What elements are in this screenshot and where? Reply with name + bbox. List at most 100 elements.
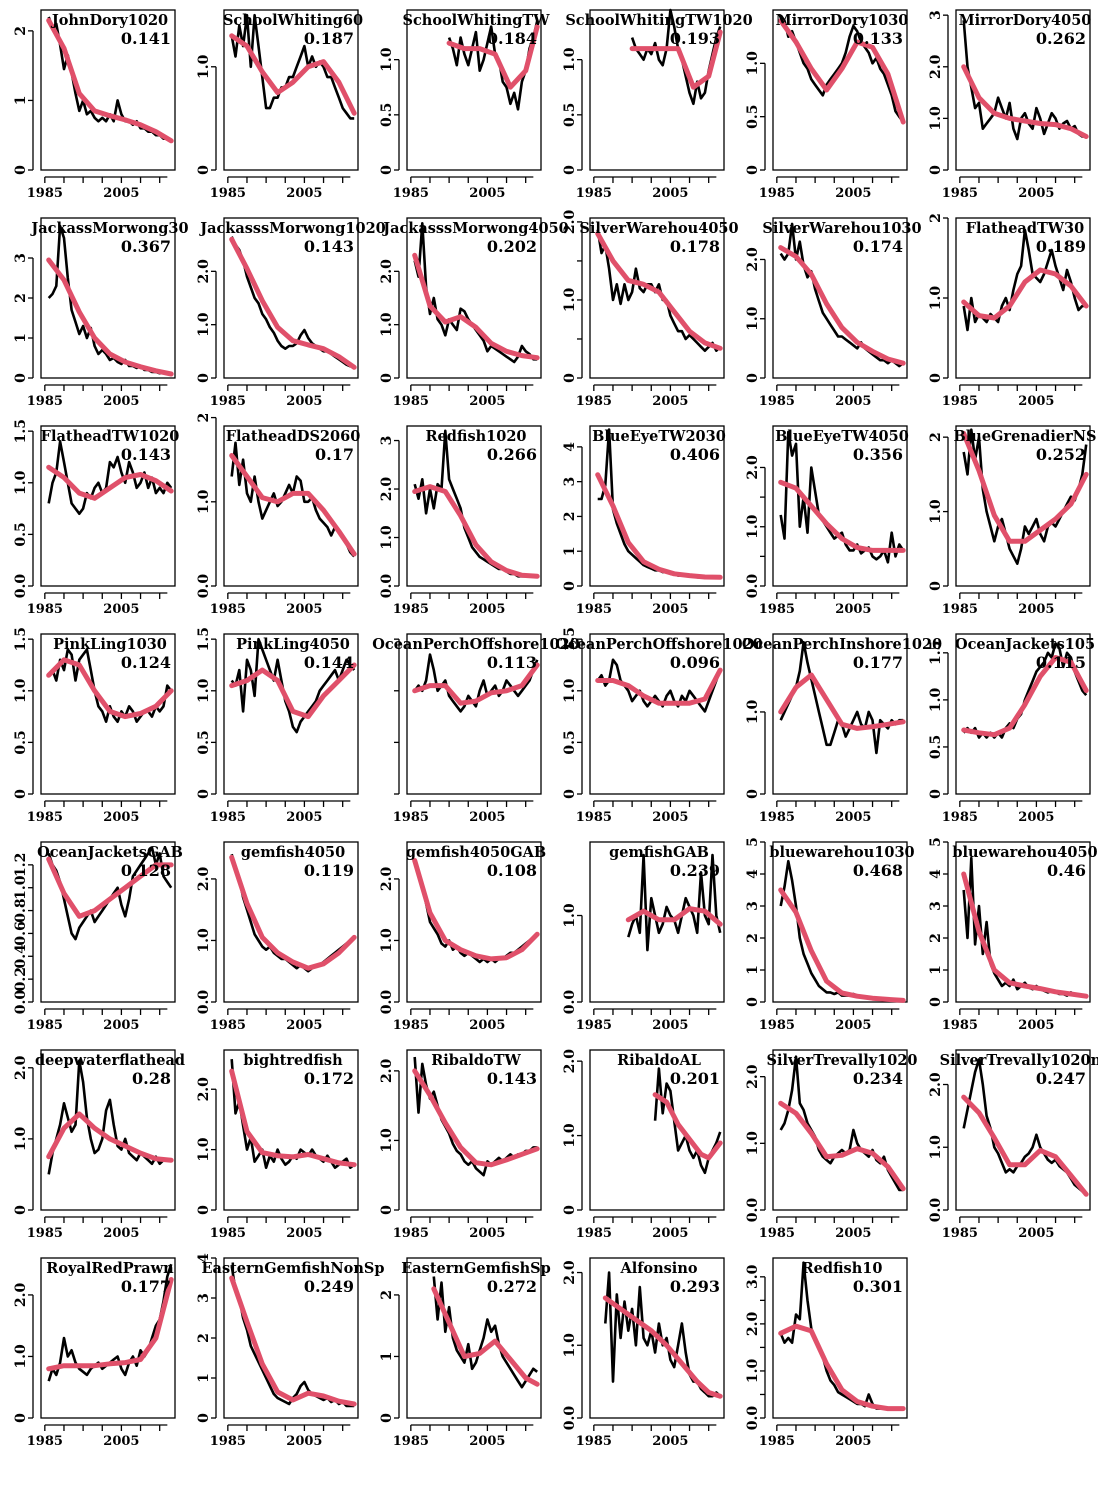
- panel-title: SchoolWhitingTW1020: [565, 12, 752, 29]
- plot-frame: [772, 9, 908, 171]
- x-tick-label: 1985: [210, 1226, 246, 1241]
- y-tick-label: 1.0: [928, 687, 944, 712]
- observed-index-line: [779, 14, 905, 123]
- panel-title: JohnDory1020: [50, 12, 168, 29]
- smoothed-trend-line: [229, 1275, 357, 1407]
- x-tick-label: 2005: [652, 1226, 688, 1241]
- plot-frame: [40, 9, 176, 171]
- panel-value: 0.293: [670, 1277, 720, 1296]
- x-tick-label: 2005: [469, 394, 505, 409]
- x-tick-label: 2005: [469, 810, 505, 825]
- plot-frame: [589, 633, 725, 795]
- y-tick-label: 0: [928, 581, 944, 591]
- y-tick-label: 0.0: [196, 990, 212, 1015]
- panel-title: gemfish4050: [241, 844, 345, 861]
- plot-frame: [223, 841, 359, 1003]
- panel-value: 0.184: [487, 29, 537, 48]
- y-tick-label: 1.0: [562, 288, 578, 313]
- y-tick-label: 2.0: [379, 866, 395, 891]
- y-tick-label: 0: [379, 1205, 395, 1215]
- smoothed-trend-line: [629, 29, 723, 90]
- y-tick-label: 1.2: [13, 853, 29, 877]
- panel-value: 0.252: [1036, 445, 1086, 464]
- panel-value: 0.178: [670, 237, 720, 256]
- smoothed-trend-line: [46, 17, 174, 144]
- x-tick-label: 1985: [942, 186, 978, 201]
- panel-title: OceanPerchInshore1020: [742, 636, 942, 653]
- y-tick-label: 0: [379, 1413, 395, 1423]
- smoothed-trend-line: [778, 1100, 906, 1192]
- x-tick-label: 1985: [27, 602, 63, 617]
- panel-title: MirrorDory4050: [959, 12, 1092, 29]
- plot-frame: [955, 9, 1091, 171]
- y-tick-label: 2.0: [928, 1072, 944, 1097]
- y-tick-label: 1: [196, 1373, 212, 1383]
- panel-title: FlatheadDS2060: [226, 428, 361, 445]
- y-tick-label: 4: [562, 442, 578, 452]
- y-tick-label: 0.6: [13, 921, 29, 945]
- panel-value: 0.266: [487, 445, 537, 464]
- y-tick-label: 0.0: [745, 1198, 761, 1223]
- y-tick-label: 1.0: [928, 1135, 944, 1160]
- y-tick-label: 1.0: [13, 1344, 29, 1369]
- x-tick-label: 2005: [1018, 1226, 1054, 1241]
- y-tick-label: 1.0: [13, 470, 29, 495]
- smoothed-trend-line: [431, 1286, 540, 1387]
- observed-index-line: [962, 228, 1087, 332]
- plot-frame: [223, 633, 359, 795]
- y-tick-label: 0: [562, 581, 578, 591]
- y-tick-label: 1.0: [196, 678, 212, 703]
- panel-value: 0.143: [121, 445, 171, 464]
- x-tick-label: 2005: [835, 1226, 871, 1241]
- x-tick-label: 1985: [393, 1018, 429, 1033]
- observed-index-line: [47, 648, 173, 723]
- panel-value: 0.143: [304, 237, 354, 256]
- y-tick-label: 0.0: [13, 574, 29, 599]
- panel-value: 0.133: [853, 29, 903, 48]
- y-tick-label: 0.0: [379, 990, 395, 1015]
- y-tick-label: 1.0: [745, 1359, 761, 1384]
- y-tick-label: 1.0: [379, 47, 395, 72]
- y-tick-label: 1.0: [13, 678, 29, 703]
- plot-frame: [589, 217, 725, 379]
- panel-title: SchoolWhitingTW: [403, 12, 551, 29]
- panel-value: 0.28: [132, 1069, 171, 1088]
- panel-value: 0.46: [1047, 861, 1086, 880]
- y-tick-label: 0: [562, 1205, 578, 1215]
- plot-frame: [772, 633, 908, 795]
- y-tick-label: 5: [745, 837, 761, 847]
- panel-title: BlueEyeTW2030: [592, 428, 726, 445]
- plot-frame: [40, 633, 176, 795]
- y-tick-label: 2: [196, 413, 212, 423]
- smoothed-trend-line: [961, 1094, 1089, 1197]
- x-tick-label: 1985: [27, 186, 63, 201]
- y-tick-label: 2.0: [745, 1311, 761, 1336]
- y-tick-label: 1.0: [745, 51, 761, 76]
- plot-frame: [955, 425, 1091, 587]
- y-tick-label: 0: [745, 997, 761, 1007]
- y-tick-label: 2.0: [928, 54, 944, 79]
- x-tick-label: 1985: [942, 1226, 978, 1241]
- x-tick-label: 1985: [759, 602, 795, 617]
- y-tick-label: 0: [13, 373, 29, 383]
- panel-value: 0.096: [670, 653, 720, 672]
- y-tick-label: 3: [13, 253, 29, 263]
- x-tick-label: 2005: [652, 394, 688, 409]
- y-tick-label: 1.0: [745, 514, 761, 539]
- smoothed-trend-line: [46, 1111, 174, 1163]
- smoothed-trend-line: [961, 871, 1089, 999]
- x-tick-label: 2005: [103, 186, 139, 201]
- x-tick-label: 1985: [27, 810, 63, 825]
- y-tick-label: 0: [562, 789, 578, 799]
- y-tick-label: 0: [562, 373, 578, 383]
- panel-value: 0.406: [670, 445, 720, 464]
